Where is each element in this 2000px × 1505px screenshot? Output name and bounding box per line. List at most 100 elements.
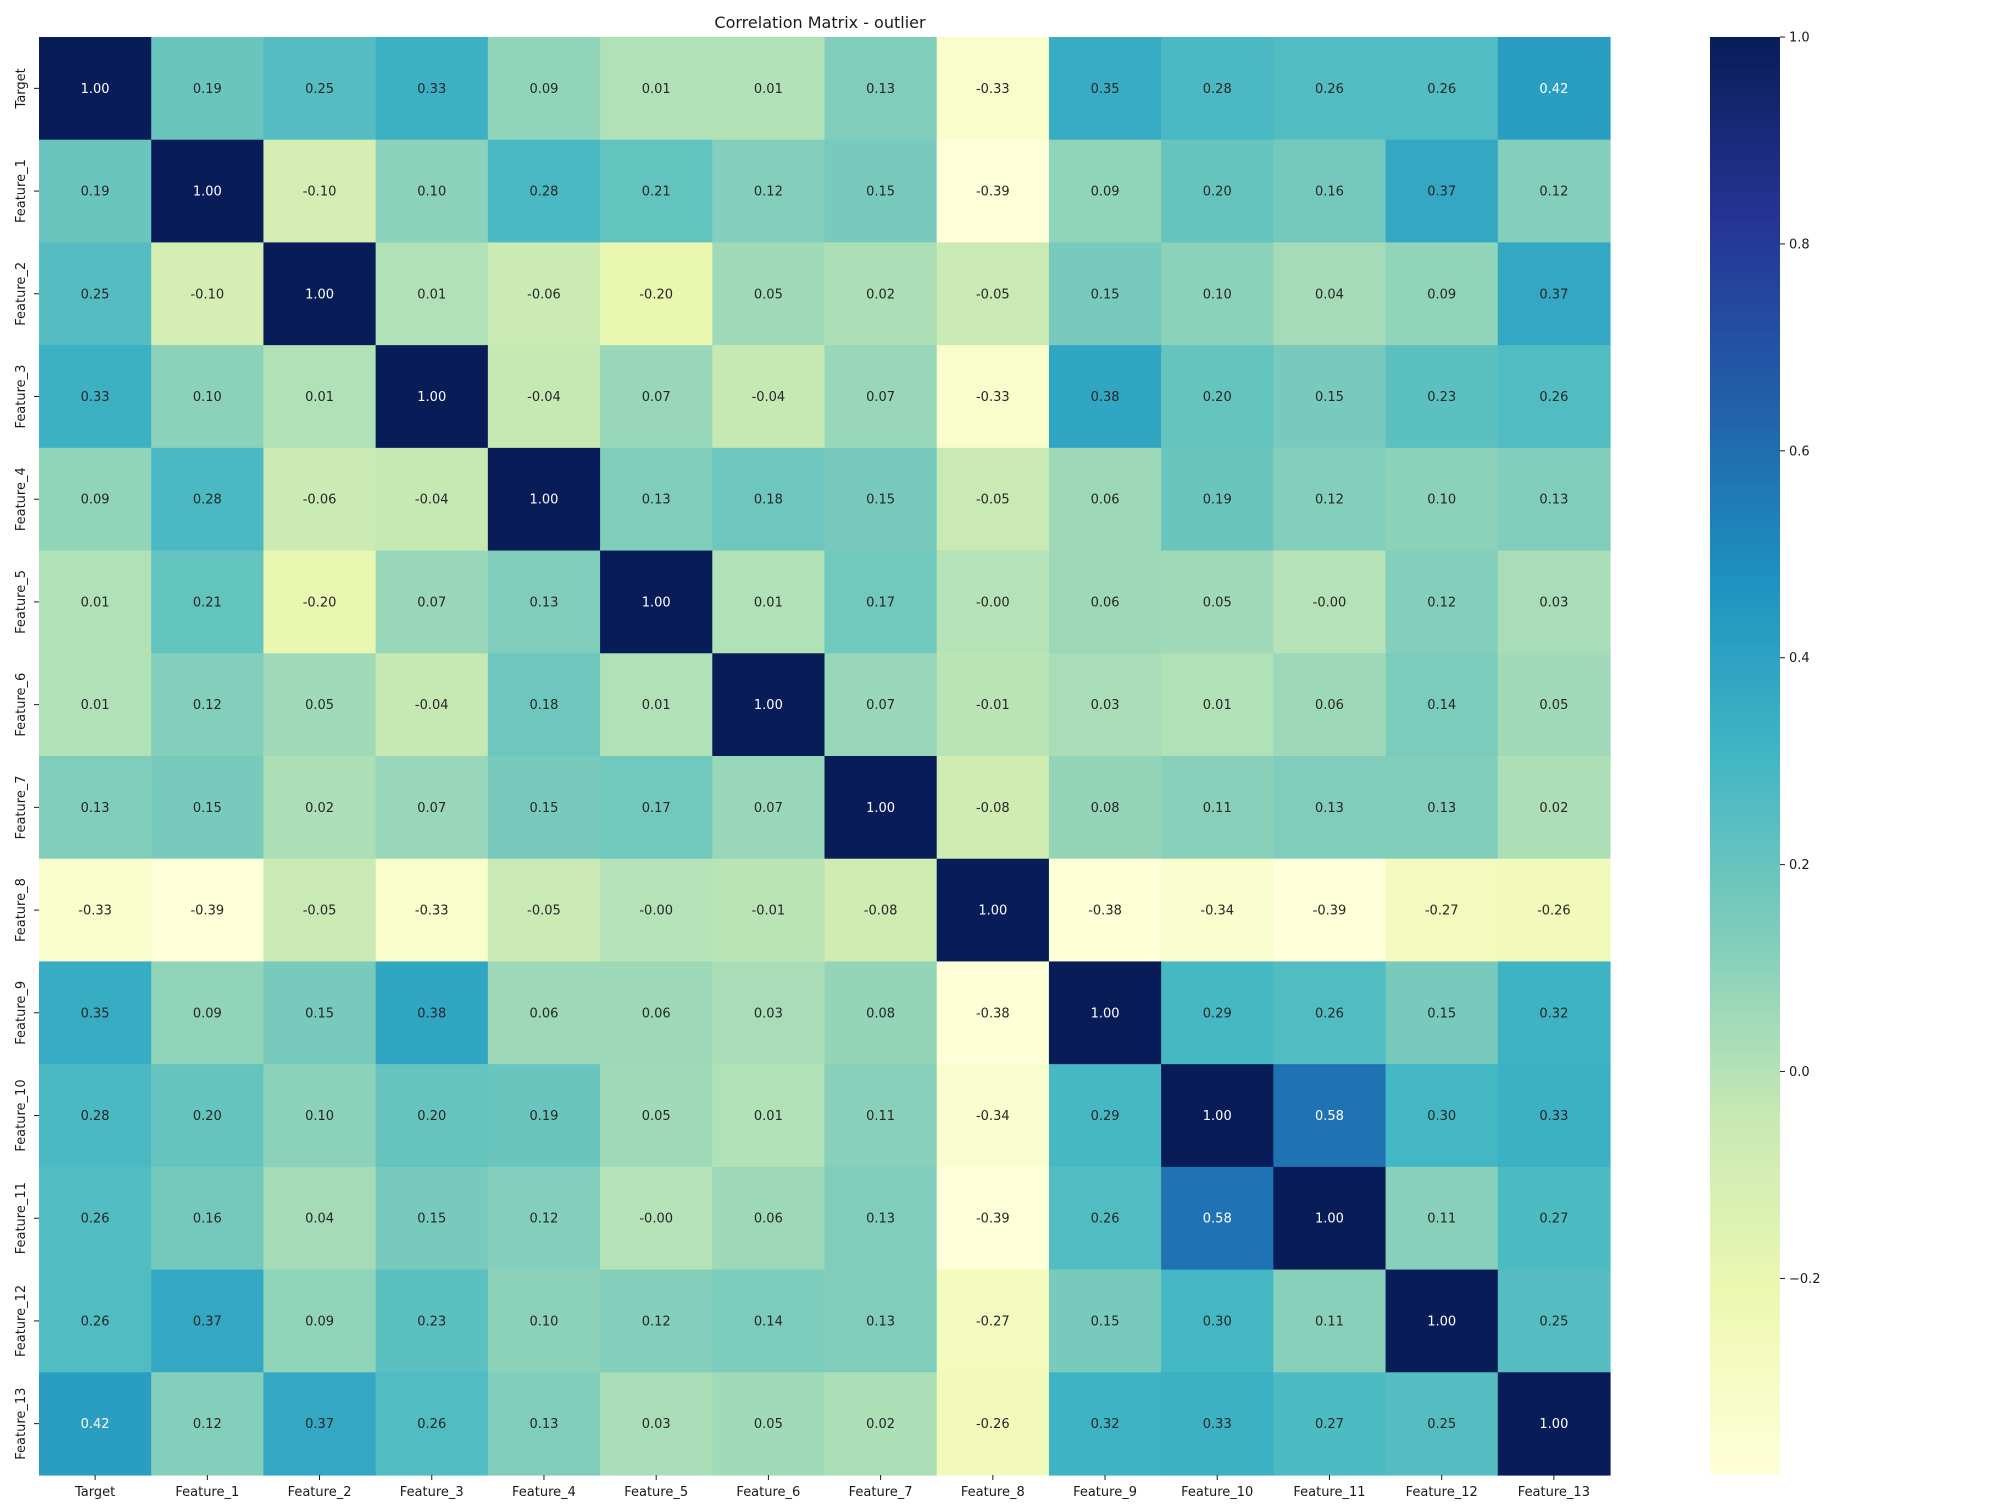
heatmap-cell-value: 0.15 — [1315, 390, 1344, 405]
heatmap-cell — [712, 1166, 826, 1271]
heatmap-cell-value: 0.25 — [1539, 1314, 1568, 1329]
heatmap-cell — [151, 1269, 265, 1373]
heatmap-cell-value: 0.13 — [866, 1314, 895, 1329]
heatmap-cell-value: 1.00 — [417, 390, 446, 405]
heatmap-cell — [375, 653, 489, 757]
heatmap-cell-value: 1.00 — [1539, 1417, 1568, 1432]
heatmap-cell-value: 0.07 — [642, 390, 671, 405]
heatmap-cell-value: 1.00 — [754, 698, 783, 713]
heatmap-cell — [1273, 858, 1387, 963]
heatmap-cell — [936, 1064, 1050, 1168]
heatmap-cell-value: 0.29 — [1091, 1109, 1120, 1124]
heatmap-cell — [600, 1372, 713, 1476]
heatmap-cell-value: 0.03 — [1539, 595, 1568, 610]
heatmap-cell — [151, 1064, 265, 1168]
x-axis-tick-label: Feature_5 — [624, 1485, 688, 1500]
heatmap-cell-value: 0.14 — [754, 1314, 783, 1329]
heatmap-cell — [1161, 653, 1274, 757]
heatmap-cell — [1161, 1064, 1274, 1168]
heatmap-cell — [375, 961, 489, 1065]
heatmap-cell-value: 0.18 — [754, 493, 783, 508]
heatmap-cell — [151, 653, 265, 757]
heatmap-cell — [600, 550, 713, 654]
heatmap-cell — [263, 345, 377, 449]
heatmap-cell — [263, 447, 377, 552]
heatmap-cell — [600, 242, 713, 346]
heatmap-cell — [1161, 550, 1274, 654]
heatmap-cell-value: 0.12 — [529, 1212, 558, 1227]
heatmap-cell — [263, 1064, 377, 1168]
heatmap-cell-value: 0.05 — [754, 1417, 783, 1432]
heatmap-cell-value: 0.13 — [866, 1212, 895, 1227]
heatmap-cell-value: 0.01 — [754, 595, 783, 610]
heatmap-cell — [712, 345, 826, 449]
heatmap-cell — [600, 37, 713, 141]
heatmap-cell — [39, 1166, 152, 1271]
heatmap-cell-value: 1.00 — [978, 904, 1007, 919]
heatmap-cell — [824, 1166, 938, 1271]
heatmap-cell — [487, 756, 601, 860]
heatmap-cell-value: 0.03 — [642, 1417, 671, 1432]
heatmap-cell — [600, 1166, 713, 1271]
heatmap-cell — [1497, 756, 1611, 860]
heatmap-cell-value: 0.06 — [642, 1006, 671, 1021]
heatmap-cell — [1273, 1269, 1387, 1373]
heatmap-cell — [151, 37, 265, 141]
heatmap-cell-value: 0.15 — [529, 801, 558, 816]
heatmap-cell-value: 0.09 — [193, 1006, 222, 1021]
y-axis-tick-label: Feature_4 — [14, 467, 29, 531]
heatmap-cell-value: 0.01 — [81, 595, 110, 610]
heatmap-cell — [936, 653, 1050, 757]
heatmap-cell — [487, 37, 601, 141]
heatmap-cell — [1385, 345, 1499, 449]
heatmap-cell — [375, 1269, 489, 1373]
heatmap-cell-value: -0.04 — [752, 390, 786, 405]
colorbar-gradient — [1710, 37, 1780, 1475]
heatmap-cell-value: 0.18 — [529, 698, 558, 713]
heatmap-cell — [263, 858, 377, 963]
heatmap-cell-value: 0.15 — [305, 1006, 334, 1021]
heatmap-cell-value: 0.13 — [1427, 801, 1456, 816]
heatmap-cell-value: 1.00 — [81, 82, 110, 97]
heatmap-cell — [1161, 961, 1274, 1065]
heatmap-cell-value: 0.11 — [1315, 1314, 1344, 1329]
heatmap-cell — [1385, 242, 1499, 346]
heatmap-cell-value: 0.02 — [305, 801, 334, 816]
heatmap-cell — [375, 447, 489, 552]
heatmap-cell-value: 0.15 — [1091, 287, 1120, 302]
heatmap-cell — [39, 756, 152, 860]
heatmap-cell — [487, 345, 601, 449]
heatmap-cell — [1161, 242, 1274, 346]
heatmap-cell — [824, 858, 938, 963]
heatmap-cell-value: 0.28 — [193, 493, 222, 508]
heatmap-cell — [1273, 1166, 1387, 1271]
heatmap-cell — [936, 858, 1050, 963]
heatmap-cell-value: -0.39 — [976, 1212, 1010, 1227]
colorbar-tick-label: 0.0 — [1789, 1065, 1810, 1080]
heatmap-cell — [824, 550, 938, 654]
heatmap-cell — [1161, 1166, 1274, 1271]
y-axis-tick-label: Feature_10 — [14, 1079, 29, 1151]
heatmap-cell-value: -0.10 — [190, 287, 224, 302]
heatmap-cell-value: 0.10 — [529, 1314, 558, 1329]
heatmap-cell — [1497, 858, 1611, 963]
heatmap-cell-value: 1.00 — [1091, 1006, 1120, 1021]
heatmap-cell — [1273, 37, 1387, 141]
heatmap-cell — [1161, 37, 1274, 141]
heatmap-cell — [1497, 1269, 1611, 1373]
heatmap-cell — [1385, 1269, 1499, 1373]
heatmap-cell — [1273, 242, 1387, 346]
heatmap-cell — [487, 653, 601, 757]
x-axis-tick-label: Target — [74, 1485, 115, 1500]
heatmap-cell-value: -0.34 — [1200, 904, 1234, 919]
heatmap-cell-value: 0.02 — [866, 1417, 895, 1432]
heatmap-cell-value: 0.13 — [529, 1417, 558, 1432]
heatmap-cell-value: -0.08 — [976, 801, 1010, 816]
heatmap-cell — [1385, 653, 1499, 757]
heatmap-cell — [824, 37, 938, 141]
heatmap-cell — [375, 345, 489, 449]
heatmap-cell-value: 0.23 — [1427, 390, 1456, 405]
heatmap-cell — [487, 1166, 601, 1271]
heatmap-cell — [936, 345, 1050, 449]
heatmap-cell — [1497, 345, 1611, 449]
